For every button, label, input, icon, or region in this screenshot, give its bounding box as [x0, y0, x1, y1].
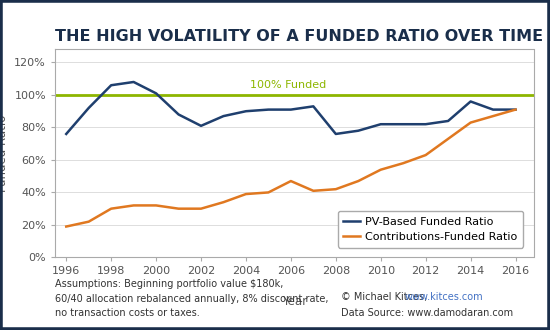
Text: 100% Funded: 100% Funded: [250, 80, 327, 90]
Contributions-Funded Ratio: [130, 203, 137, 208]
PV-Based Funded Ratio: [422, 122, 429, 126]
Contributions-Funded Ratio: [310, 189, 317, 193]
PV-Based Funded Ratio: [153, 91, 159, 95]
Legend: PV-Based Funded Ratio, Contributions-Funded Ratio: PV-Based Funded Ratio, Contributions-Fun…: [338, 211, 523, 248]
Contributions-Funded Ratio: [490, 114, 496, 118]
PV-Based Funded Ratio: [130, 80, 137, 84]
Contributions-Funded Ratio: [512, 108, 519, 112]
PV-Based Funded Ratio: [490, 108, 496, 112]
Contributions-Funded Ratio: [445, 137, 452, 141]
PV-Based Funded Ratio: [377, 122, 384, 126]
Contributions-Funded Ratio: [377, 168, 384, 172]
Contributions-Funded Ratio: [355, 179, 361, 183]
Text: THE HIGH VOLATILITY OF A FUNDED RATIO OVER TIME: THE HIGH VOLATILITY OF A FUNDED RATIO OV…: [55, 29, 543, 44]
PV-Based Funded Ratio: [468, 100, 474, 104]
Contributions-Funded Ratio: [265, 190, 272, 194]
Contributions-Funded Ratio: [243, 192, 249, 196]
Y-axis label: Funded Ratio: Funded Ratio: [0, 115, 9, 192]
PV-Based Funded Ratio: [85, 106, 92, 110]
Line: PV-Based Funded Ratio: PV-Based Funded Ratio: [66, 82, 515, 134]
PV-Based Funded Ratio: [108, 83, 114, 87]
Contributions-Funded Ratio: [333, 187, 339, 191]
PV-Based Funded Ratio: [310, 104, 317, 108]
Text: © Michael Kitces,: © Michael Kitces,: [341, 292, 430, 302]
PV-Based Funded Ratio: [63, 132, 69, 136]
PV-Based Funded Ratio: [512, 108, 519, 112]
Text: www.kitces.com: www.kitces.com: [404, 292, 483, 302]
Text: Data Source: www.damodaran.com: Data Source: www.damodaran.com: [341, 308, 513, 317]
Contributions-Funded Ratio: [288, 179, 294, 183]
PV-Based Funded Ratio: [400, 122, 406, 126]
PV-Based Funded Ratio: [265, 108, 272, 112]
Line: Contributions-Funded Ratio: Contributions-Funded Ratio: [66, 110, 515, 226]
PV-Based Funded Ratio: [333, 132, 339, 136]
Contributions-Funded Ratio: [108, 207, 114, 211]
Contributions-Funded Ratio: [197, 207, 204, 211]
PV-Based Funded Ratio: [175, 113, 182, 116]
PV-Based Funded Ratio: [243, 109, 249, 113]
Contributions-Funded Ratio: [85, 220, 92, 224]
Text: Year: Year: [282, 295, 307, 308]
PV-Based Funded Ratio: [197, 124, 204, 128]
Contributions-Funded Ratio: [400, 161, 406, 165]
PV-Based Funded Ratio: [355, 129, 361, 133]
Contributions-Funded Ratio: [175, 207, 182, 211]
PV-Based Funded Ratio: [288, 108, 294, 112]
Text: Assumptions: Beginning portfolio value $180k,
60/40 allocation rebalanced annual: Assumptions: Beginning portfolio value $…: [55, 279, 328, 318]
Contributions-Funded Ratio: [153, 203, 159, 208]
Contributions-Funded Ratio: [63, 224, 69, 228]
PV-Based Funded Ratio: [445, 119, 452, 123]
Contributions-Funded Ratio: [468, 120, 474, 124]
PV-Based Funded Ratio: [220, 114, 227, 118]
Contributions-Funded Ratio: [220, 200, 227, 204]
Contributions-Funded Ratio: [422, 153, 429, 157]
